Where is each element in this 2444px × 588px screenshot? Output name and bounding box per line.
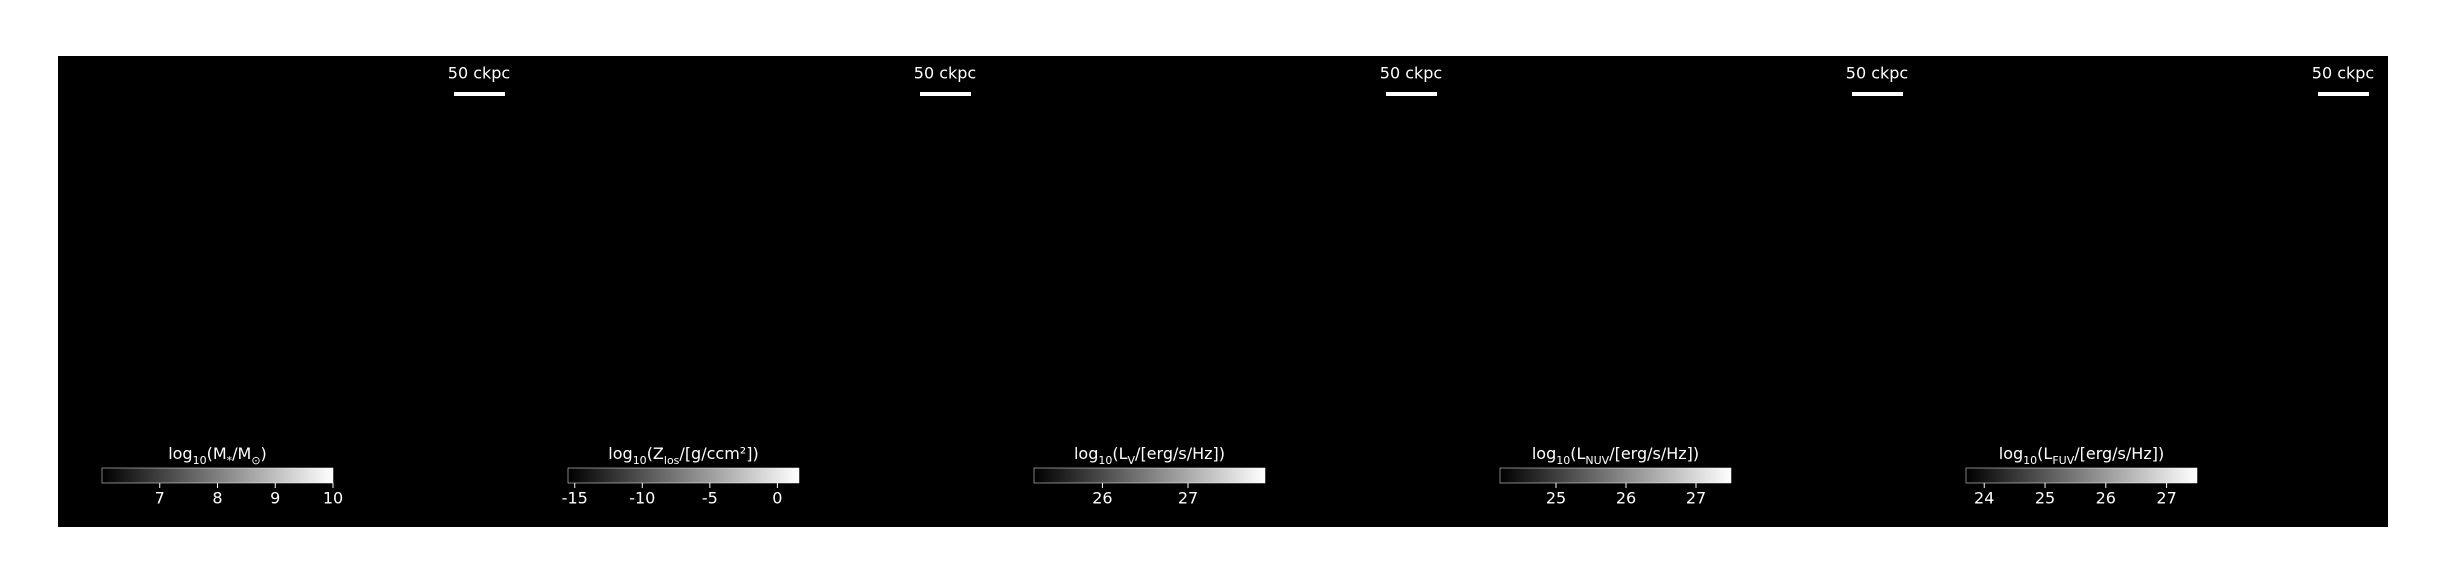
label-part: 10: [1556, 454, 1570, 467]
scale-bar-label: 50 ckpc: [1846, 64, 1908, 83]
label-part: 10: [633, 454, 647, 467]
label-part: (M: [207, 444, 227, 463]
colorbar: [1500, 468, 1731, 483]
label-part: (L: [1570, 444, 1585, 463]
label-part: /[erg/s/Hz]): [1609, 444, 1699, 463]
colorbar-tick-label: 7: [155, 489, 165, 508]
colorbar-tick-label: 9: [270, 489, 280, 508]
scale-bar-label: 50 ckpc: [448, 64, 510, 83]
label-part: log: [1074, 444, 1098, 463]
scale-bar-label: 50 ckpc: [1380, 64, 1442, 83]
label-part: NUV: [1585, 454, 1609, 467]
label-part: /[erg/s/Hz]): [1135, 444, 1225, 463]
label-part: los: [664, 454, 680, 467]
colorbar-tick-label: 26: [1616, 489, 1636, 508]
colorbar-tick-label: 27: [1178, 489, 1198, 508]
label-part: (Z: [647, 444, 664, 463]
colorbar: [102, 468, 333, 483]
colorbar: [1034, 468, 1265, 483]
label-part: 10: [193, 454, 207, 467]
colorbar-tick-label: 27: [1686, 489, 1706, 508]
panel: 50 ckpc log10(Zlos/[g/ccm²]) -15 -10 -5 0: [524, 56, 990, 527]
colorbar-tick-label: 8: [212, 489, 222, 508]
panel: 50 ckpc log10(LNUV/[erg/s/Hz]) 25 26 27: [1456, 56, 1922, 527]
label-part: log: [168, 444, 192, 463]
colorbar-tick-label: 10: [323, 489, 343, 508]
colorbar-tick-label: -10: [629, 489, 655, 508]
colorbar-tick-label: 0: [772, 489, 782, 508]
colorbar-tick-label: 25: [1546, 489, 1566, 508]
colorbar: [568, 468, 799, 483]
scale-bar-label: 50 ckpc: [914, 64, 976, 83]
label-part: /[g/ccm²]): [679, 444, 758, 463]
colorbar-tick-label: 26: [1092, 489, 1112, 508]
label-part: ⊙: [251, 454, 260, 467]
label-part: /M: [232, 444, 251, 463]
label-part: 10: [1098, 454, 1112, 467]
label-part: log: [1532, 444, 1556, 463]
colorbar-tick-label: -5: [702, 489, 718, 508]
label-part: log: [608, 444, 632, 463]
label-part: ): [261, 444, 267, 463]
colorbar-tick-label: -15: [562, 489, 588, 508]
panel-background: [58, 56, 524, 527]
label-part: (L: [1112, 444, 1127, 463]
